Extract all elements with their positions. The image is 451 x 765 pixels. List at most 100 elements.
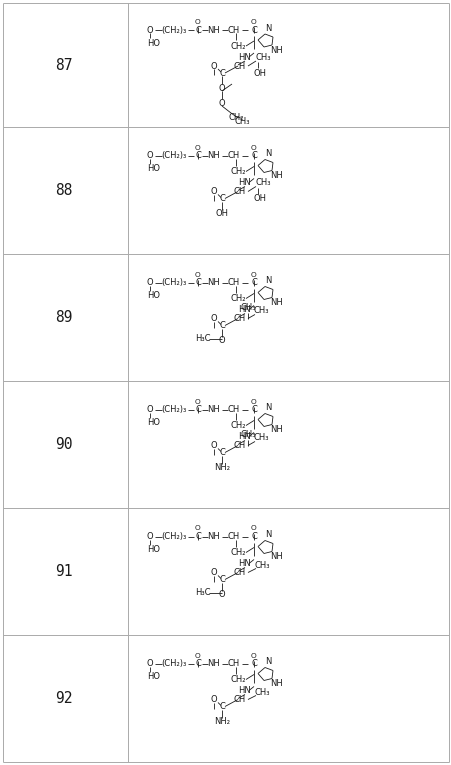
Text: HO: HO [147, 164, 160, 173]
Text: CH₃: CH₃ [255, 178, 270, 187]
Text: C: C [195, 278, 201, 287]
Text: C: C [250, 659, 256, 668]
Text: NH: NH [207, 25, 220, 34]
Text: HN: HN [238, 432, 251, 441]
Text: CH: CH [233, 187, 246, 196]
Text: O: O [251, 653, 256, 659]
Text: O: O [195, 399, 200, 405]
Text: CH₂: CH₂ [230, 421, 245, 430]
Text: HN: HN [238, 305, 251, 314]
Text: N: N [264, 149, 271, 158]
Text: C: C [195, 659, 201, 668]
Text: NH: NH [270, 425, 283, 434]
Text: NH: NH [270, 298, 283, 307]
Text: C: C [250, 405, 256, 414]
Text: OH: OH [253, 69, 266, 77]
Text: HN: HN [238, 686, 251, 695]
Text: 90: 90 [55, 437, 73, 452]
Text: (CH₂)₃: (CH₂)₃ [161, 405, 186, 414]
Text: O: O [218, 590, 225, 599]
Text: 89: 89 [55, 310, 73, 325]
Text: CH₃: CH₃ [234, 116, 249, 125]
Text: C: C [250, 532, 256, 541]
Text: C: C [195, 151, 201, 160]
Text: (CH₂)₃: (CH₂)₃ [161, 659, 186, 668]
Text: O: O [218, 99, 225, 108]
Text: CH₃: CH₃ [253, 561, 269, 570]
Text: O: O [210, 695, 217, 704]
Text: HN: HN [238, 559, 251, 568]
Text: O: O [210, 568, 217, 577]
Text: H₃C: H₃C [195, 334, 210, 343]
Text: CH₃: CH₃ [253, 306, 268, 315]
Text: CH: CH [227, 532, 239, 541]
Text: C: C [219, 321, 225, 330]
Text: CH: CH [227, 151, 239, 160]
Text: O: O [218, 83, 225, 93]
Text: O: O [147, 659, 153, 668]
Text: NH: NH [270, 171, 283, 180]
Text: O: O [147, 25, 153, 34]
Text: CH₃: CH₃ [240, 303, 255, 312]
Text: O: O [251, 399, 256, 405]
Text: CH: CH [233, 568, 246, 577]
Text: C: C [250, 151, 256, 160]
Text: HN: HN [238, 178, 251, 187]
Text: CH₂: CH₂ [228, 112, 243, 122]
Text: CH: CH [233, 441, 246, 450]
Text: CH₂: CH₂ [230, 675, 245, 684]
Text: H₃C: H₃C [195, 588, 210, 597]
Text: 91: 91 [55, 564, 73, 579]
Text: HN: HN [238, 53, 251, 61]
Text: HO: HO [147, 672, 160, 681]
Text: C: C [195, 25, 201, 34]
Text: N: N [264, 530, 271, 539]
Text: C: C [250, 278, 256, 287]
Text: C: C [195, 532, 201, 541]
Text: O: O [218, 336, 225, 345]
Text: NH: NH [270, 552, 283, 561]
Text: CH: CH [227, 659, 239, 668]
Text: C: C [250, 25, 256, 34]
Text: O: O [210, 187, 217, 196]
Text: (CH₂)₃: (CH₂)₃ [161, 278, 186, 287]
Text: O: O [251, 272, 256, 278]
Text: NH: NH [270, 679, 283, 688]
Text: O: O [147, 278, 153, 287]
Text: NH: NH [207, 151, 220, 160]
Text: CH₃: CH₃ [253, 688, 269, 697]
Text: O: O [210, 441, 217, 450]
Text: O: O [195, 145, 200, 151]
Text: C: C [219, 702, 225, 711]
Text: N: N [264, 403, 271, 412]
Text: C: C [219, 575, 225, 584]
Text: HO: HO [147, 38, 160, 47]
Text: (CH₂)₃: (CH₂)₃ [161, 25, 186, 34]
Text: C: C [195, 405, 201, 414]
Text: (CH₂)₃: (CH₂)₃ [161, 151, 186, 160]
Text: C: C [219, 194, 225, 203]
Text: CH₂: CH₂ [230, 548, 245, 557]
Text: O: O [195, 272, 200, 278]
Text: CH₃: CH₃ [255, 53, 270, 61]
Text: O: O [195, 19, 200, 25]
Text: N: N [264, 276, 271, 285]
Text: CH: CH [233, 695, 246, 704]
Text: NH₂: NH₂ [213, 717, 230, 726]
Text: O: O [210, 61, 217, 70]
Text: OH: OH [215, 209, 228, 218]
Text: HO: HO [147, 291, 160, 300]
Text: CH: CH [227, 278, 239, 287]
Text: O: O [251, 19, 256, 25]
Text: NH₂: NH₂ [213, 463, 230, 472]
Text: C: C [219, 448, 225, 457]
Text: CH: CH [233, 61, 246, 70]
Text: NH: NH [207, 659, 220, 668]
Text: HO: HO [147, 545, 160, 554]
Text: O: O [195, 526, 200, 532]
Text: O: O [147, 405, 153, 414]
Text: CH₃: CH₃ [253, 433, 268, 442]
Text: N: N [264, 657, 271, 666]
Text: N: N [264, 24, 271, 32]
Text: CH₂: CH₂ [230, 294, 245, 303]
